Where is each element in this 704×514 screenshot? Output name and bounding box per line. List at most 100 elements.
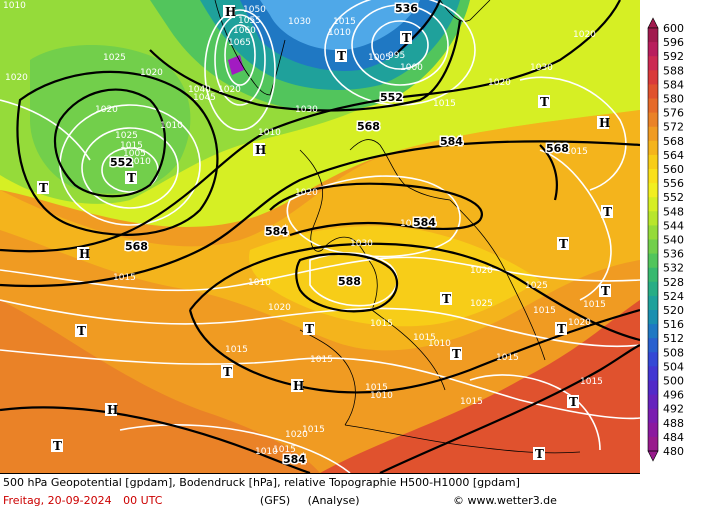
isobar-label: 1025: [115, 131, 138, 141]
geopotential-contour: [539, 144, 558, 201]
geopotential-label-halo: 584: [440, 135, 463, 148]
isobar-label: 1015: [533, 306, 556, 316]
colorbar-swatch: [648, 197, 658, 212]
pressure-center-box: [303, 322, 315, 335]
low-pressure-center: T: [603, 205, 612, 219]
date-text: Freitag, 20-09-2024: [3, 494, 112, 507]
geopotential-label: 584: [265, 225, 288, 238]
isobar-label: 1025: [470, 299, 493, 309]
isobar-label: 1020: [568, 318, 591, 328]
low-pressure-center: T: [540, 95, 549, 109]
pressure-center-box: [105, 403, 117, 416]
colorbar-swatch: [648, 436, 658, 452]
geopotential-contour: [16, 70, 219, 236]
colorbar-tick-label: 524: [663, 290, 684, 303]
pressure-center-box: [400, 31, 412, 44]
isobar-label: 1020: [140, 68, 163, 78]
colorbar-swatch: [648, 338, 658, 353]
isobar: [286, 175, 461, 258]
geopotential-label-halo: 568: [546, 142, 569, 155]
colorbar-tick-label: 480: [663, 445, 684, 458]
isobar-label: 1010: [328, 28, 351, 38]
isobar: [214, 14, 266, 106]
colorbar-tick-label: 556: [663, 177, 684, 190]
isobar-label: 1015: [583, 300, 606, 310]
low-west: [30, 45, 191, 194]
isobar-label: 1015: [460, 397, 483, 407]
low-pressure-center: T: [601, 284, 610, 298]
isobar-label: 1015: [333, 17, 356, 27]
geopotential-contour: [269, 182, 483, 237]
colorbar-swatch: [648, 140, 658, 156]
pressure-center-box: [223, 5, 235, 18]
colorbar-tick-label: 592: [663, 50, 684, 63]
geopotential-label-halo: 584: [265, 225, 288, 238]
isobar-label: 1015: [370, 319, 393, 329]
colorbar-tick-label: 500: [663, 375, 684, 388]
isobar: [224, 24, 256, 86]
high-pressure-center: H: [225, 5, 236, 19]
colorbar-tick-label: 560: [663, 163, 684, 176]
isobar-label: 1060: [233, 26, 256, 36]
isobar: [0, 256, 640, 292]
colorbar-swatch: [648, 422, 658, 438]
colorbar-swatch: [648, 310, 658, 325]
colorbar-tick-label: 544: [663, 219, 684, 232]
high-pressure-center: H: [599, 116, 610, 130]
isobar-label: 1020: [470, 266, 493, 276]
isobar-label: 1030: [288, 17, 311, 27]
footer-title: 500 hPa Geopotential [gpdam], Bodendruck…: [3, 476, 520, 489]
isobar: [469, 374, 601, 451]
high-pressure-center: H: [107, 403, 118, 417]
isobar-label: 1010: [160, 121, 183, 131]
colorbar-swatch: [648, 169, 658, 184]
geopotential-label: 568: [546, 142, 569, 155]
geopotential-label: 588: [338, 275, 361, 288]
colorbar-tick-label: 492: [663, 403, 684, 416]
pressure-center-box: [51, 439, 63, 452]
geopotential-contour: [394, 0, 442, 56]
colorbar-tick-label: 512: [663, 332, 684, 345]
low-pressure-center: T: [535, 447, 544, 461]
colorbar-swatch: [648, 98, 658, 114]
colorbar-tick-label: 540: [663, 234, 684, 247]
low-pressure-center: T: [569, 395, 578, 409]
geopotential-label: 584: [413, 216, 436, 229]
colorbar-swatch: [648, 28, 658, 43]
pressure-center-box: [77, 247, 89, 260]
svalbard-coast: [439, 0, 491, 22]
warm-band: [320, 300, 640, 473]
colorbar-swatch: [648, 239, 658, 255]
geopotential-label-halo: 568: [357, 120, 380, 133]
pressure-center-box: [533, 447, 545, 460]
east-coast: [449, 199, 546, 361]
colorbar-swatch: [648, 267, 658, 283]
geopotential-contour: [188, 308, 640, 394]
isobar-label: 1005: [123, 149, 146, 159]
high-pressure-center: H: [293, 379, 304, 393]
purple-spot: [228, 55, 244, 75]
isobar-label: 1015: [496, 353, 519, 363]
low-pressure-center: T: [559, 237, 568, 251]
colorbar-svg: 6005965925885845805765725685645605565525…: [647, 17, 684, 462]
geopotential-label: 584: [440, 135, 463, 148]
geopotential-label-halo: 552: [380, 91, 403, 104]
geopotential-label: 552: [380, 91, 403, 104]
colorbar-tick-label: 584: [663, 78, 684, 91]
colorbar-tick-label: 532: [663, 262, 684, 275]
colorbar-border: [647, 27, 659, 452]
isobar-label: 1020: [488, 78, 511, 88]
isobar-label: 1030: [530, 63, 553, 73]
low-pressure-center: T: [305, 322, 314, 336]
low-pressure-center: T: [53, 439, 62, 453]
isobar-label: 1065: [228, 38, 251, 48]
colorbar-swatch: [648, 253, 658, 269]
isobar-label: 1020: [5, 73, 28, 83]
colorbar-tick-label: 488: [663, 417, 684, 430]
colorbar-tick-label: 516: [663, 318, 684, 331]
pressure-center-box: [599, 284, 611, 297]
isobar-label: 1020: [573, 30, 596, 40]
colorbar-tick-label: 572: [663, 121, 684, 134]
geopotential-contour: [0, 406, 311, 473]
